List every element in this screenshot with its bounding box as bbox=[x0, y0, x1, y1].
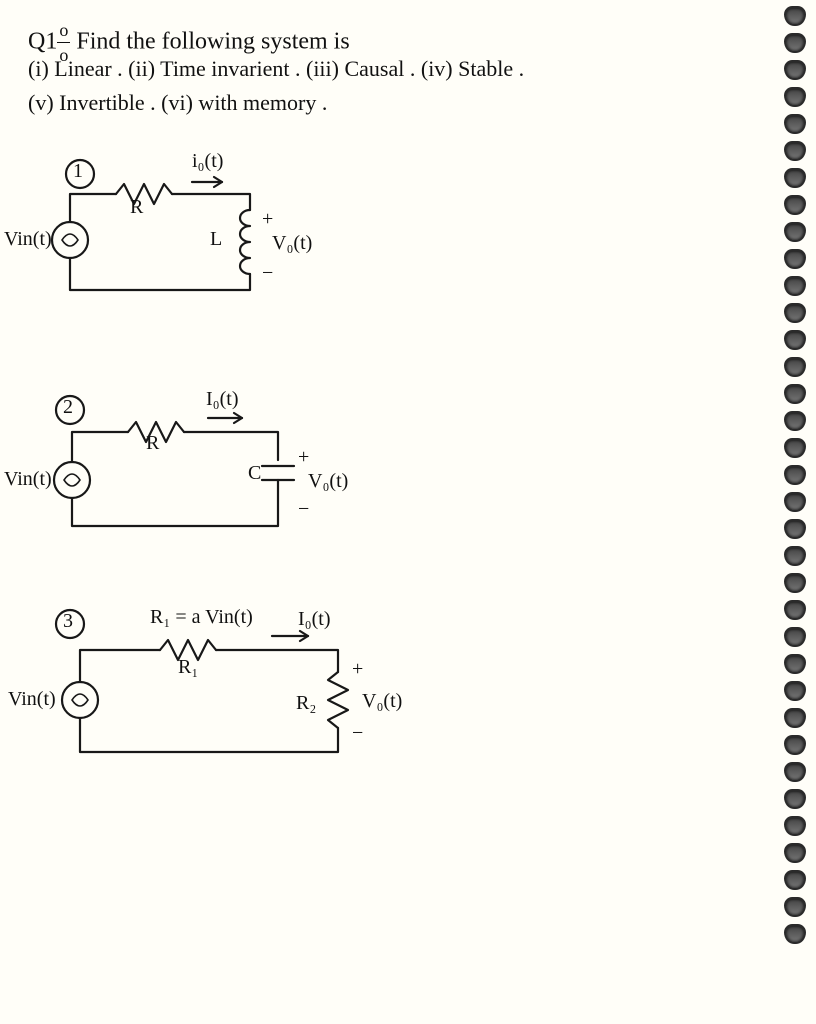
c3-io-label: I₀(t) bbox=[298, 608, 331, 631]
c2-c-label: C bbox=[248, 462, 261, 485]
q-number: Q1 bbox=[28, 28, 57, 54]
c3-r1-label: R₁ bbox=[178, 656, 198, 679]
c3-vplus: + bbox=[352, 658, 363, 681]
c3-source-label: Vin(t) bbox=[8, 688, 56, 711]
c1-source-label: Vin(t) bbox=[4, 228, 52, 251]
c1-number: 1 bbox=[73, 160, 83, 183]
c2-vplus: + bbox=[298, 446, 309, 469]
c1-vo-label: V₀(t) bbox=[272, 232, 312, 255]
c3-r2-label: R₂ bbox=[296, 692, 316, 715]
c1-vplus: + bbox=[262, 208, 273, 231]
c3-vminus: − bbox=[352, 722, 363, 745]
c1-vminus: − bbox=[262, 262, 273, 285]
c2-io-label: I₀(t) bbox=[206, 388, 239, 411]
page: Q1oo Find the following system is (i) Li… bbox=[0, 0, 816, 1024]
question-line3: (v) Invertible . (vi) with memory . bbox=[28, 90, 327, 116]
c3-number: 3 bbox=[63, 610, 73, 633]
c3-vo-label: V₀(t) bbox=[362, 690, 402, 713]
notebook-spiral bbox=[784, 6, 808, 951]
c2-number: 2 bbox=[63, 396, 73, 419]
question-line2: (i) Linear . (ii) Time invarient . (iii)… bbox=[28, 56, 524, 82]
c2-vminus: − bbox=[298, 498, 309, 521]
c3-r1-eq-label: R₁ = a Vin(t) bbox=[150, 606, 253, 629]
c2-r-label: R bbox=[146, 432, 159, 455]
c1-r-label: R bbox=[130, 196, 143, 219]
c1-l-label: L bbox=[210, 228, 222, 251]
c1-io-label: i₀(t) bbox=[192, 150, 223, 173]
c2-source-label: Vin(t) bbox=[4, 468, 52, 491]
c2-vo-label: V₀(t) bbox=[308, 470, 348, 493]
